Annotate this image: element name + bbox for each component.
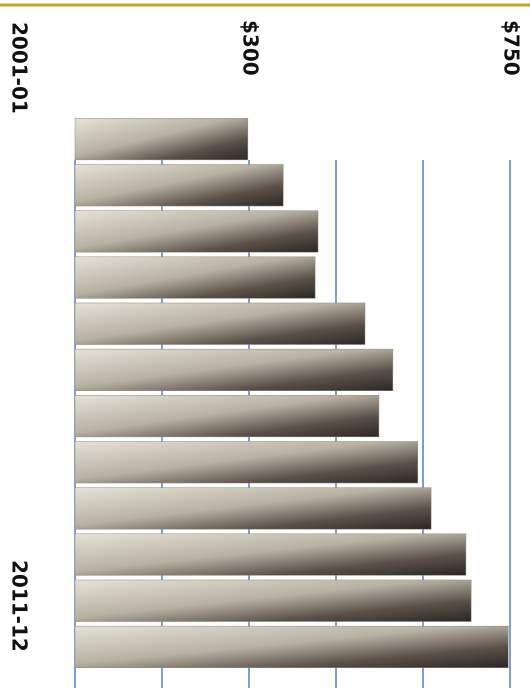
bar [74,533,467,576]
bar [74,395,380,438]
bar [74,302,366,345]
x-tick-label: $750 [500,20,524,76]
bar [74,256,316,299]
bar [74,210,319,253]
bar [74,625,509,668]
bar [74,441,419,484]
bar [74,487,432,530]
x-tick-label: $300 [239,20,263,76]
bar [74,348,394,391]
y-tick-label: 2011-12 [8,560,32,652]
y-tick-label: 2001-01 [8,22,32,114]
bar [74,579,472,622]
bar [74,118,249,161]
bar [74,164,284,207]
